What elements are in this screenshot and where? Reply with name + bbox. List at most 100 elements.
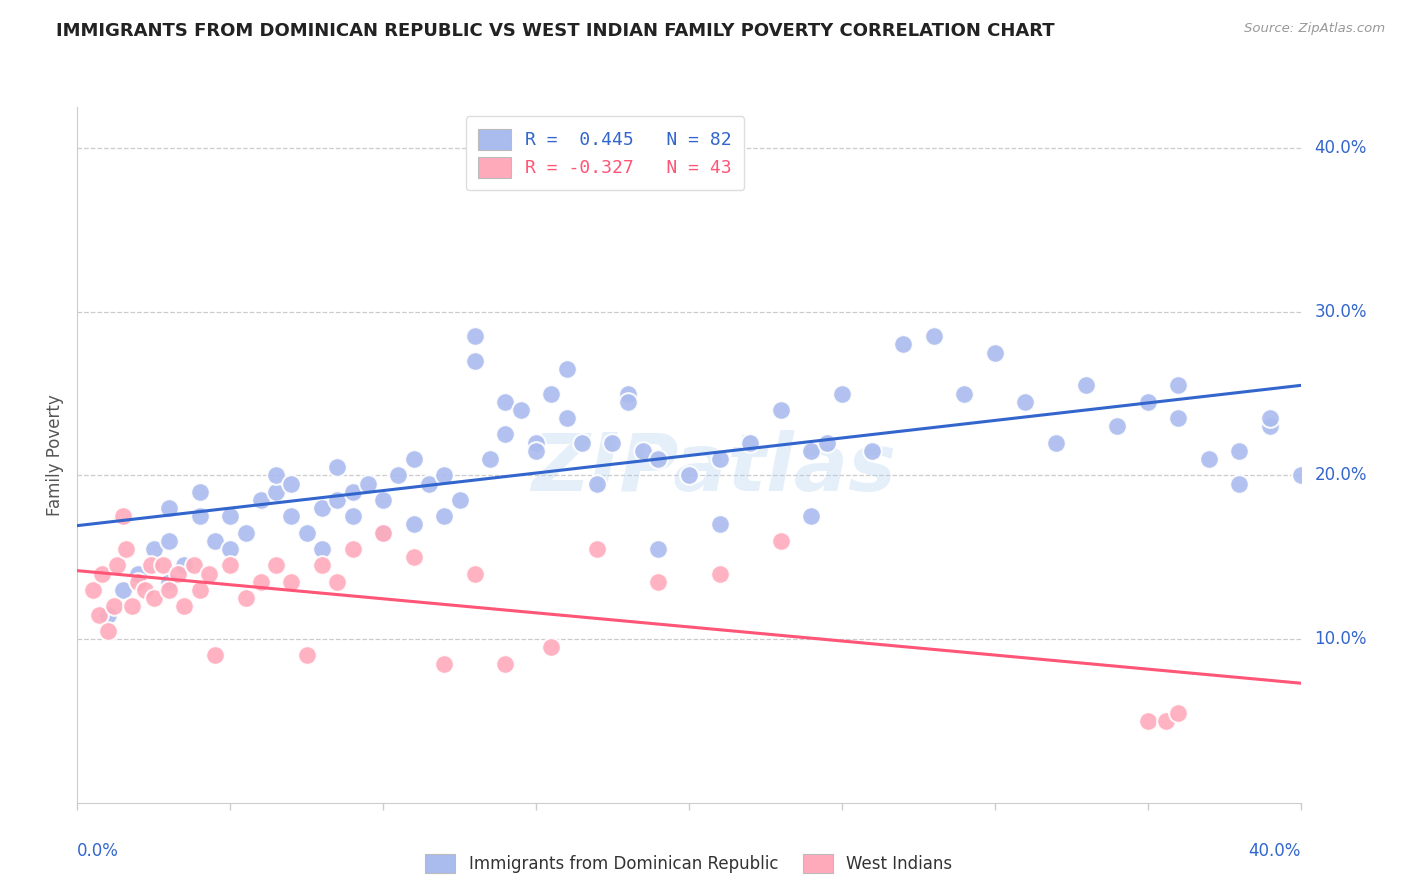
Point — [402, 550, 425, 565]
Point — [311, 558, 333, 573]
Point — [1289, 468, 1312, 483]
Point — [1229, 443, 1251, 458]
Point — [709, 566, 731, 581]
Point — [188, 509, 211, 524]
Point — [571, 435, 593, 450]
Point — [97, 607, 120, 622]
Point — [617, 394, 640, 409]
Legend: Immigrants from Dominican Republic, West Indians: Immigrants from Dominican Republic, West… — [413, 842, 965, 885]
Point — [418, 476, 440, 491]
Point — [631, 443, 654, 458]
Point — [342, 509, 364, 524]
Point — [264, 558, 287, 573]
Point — [1167, 378, 1189, 392]
Text: IMMIGRANTS FROM DOMINICAN REPUBLIC VS WEST INDIAN FAMILY POVERTY CORRELATION CHA: IMMIGRANTS FROM DOMINICAN REPUBLIC VS WE… — [56, 22, 1054, 40]
Point — [167, 566, 190, 581]
Point — [371, 525, 394, 540]
Point — [112, 509, 135, 524]
Point — [800, 509, 823, 524]
Point — [524, 443, 547, 458]
Point — [984, 345, 1007, 359]
Point — [204, 533, 226, 548]
Point — [647, 574, 669, 589]
Point — [173, 599, 195, 614]
Point — [204, 648, 226, 663]
Point — [311, 501, 333, 516]
Point — [1107, 419, 1129, 434]
Point — [509, 403, 531, 417]
Point — [402, 517, 425, 532]
Point — [342, 542, 364, 557]
Y-axis label: Family Poverty: Family Poverty — [46, 394, 65, 516]
Text: 0.0%: 0.0% — [77, 842, 120, 860]
Point — [280, 509, 302, 524]
Point — [464, 566, 486, 581]
Point — [127, 566, 149, 581]
Point — [464, 353, 486, 368]
Point — [402, 452, 425, 467]
Point — [540, 386, 562, 401]
Point — [1136, 714, 1159, 728]
Point — [264, 468, 287, 483]
Point — [157, 501, 180, 516]
Point — [112, 582, 135, 597]
Point — [250, 574, 273, 589]
Point — [342, 484, 364, 499]
Point — [157, 582, 180, 597]
Point — [555, 411, 578, 425]
Point — [1076, 378, 1098, 392]
Point — [311, 542, 333, 557]
Point — [1045, 435, 1067, 450]
Point — [800, 443, 823, 458]
Point — [449, 492, 471, 507]
Point — [815, 435, 838, 450]
Point — [1258, 419, 1281, 434]
Text: Source: ZipAtlas.com: Source: ZipAtlas.com — [1244, 22, 1385, 36]
Point — [617, 386, 640, 401]
Point — [524, 435, 547, 450]
Point — [831, 386, 853, 401]
Text: ZIPatlas: ZIPatlas — [531, 430, 896, 508]
Point — [157, 533, 180, 548]
Point — [235, 525, 257, 540]
Point — [82, 582, 104, 597]
Point — [495, 427, 517, 442]
Point — [495, 394, 517, 409]
Point — [295, 525, 318, 540]
Point — [1229, 476, 1251, 491]
Point — [87, 607, 110, 622]
Point — [103, 599, 125, 614]
Point — [134, 582, 156, 597]
Point — [219, 509, 242, 524]
Point — [709, 452, 731, 467]
Point — [371, 525, 394, 540]
Point — [326, 574, 349, 589]
Point — [387, 468, 409, 483]
Point — [295, 648, 318, 663]
Point — [647, 452, 669, 467]
Point — [152, 558, 174, 573]
Point — [709, 517, 731, 532]
Text: 30.0%: 30.0% — [1315, 302, 1367, 321]
Point — [371, 492, 394, 507]
Text: 10.0%: 10.0% — [1315, 630, 1367, 648]
Point — [357, 476, 380, 491]
Point — [586, 476, 609, 491]
Point — [198, 566, 221, 581]
Point — [1258, 411, 1281, 425]
Text: 40.0%: 40.0% — [1315, 139, 1367, 157]
Point — [1167, 706, 1189, 720]
Point — [740, 435, 762, 450]
Point — [250, 492, 273, 507]
Point — [326, 492, 349, 507]
Point — [188, 484, 211, 499]
Point — [1014, 394, 1036, 409]
Point — [433, 509, 456, 524]
Text: 20.0%: 20.0% — [1315, 467, 1367, 484]
Point — [1136, 394, 1159, 409]
Point — [326, 460, 349, 475]
Point — [142, 591, 165, 606]
Point — [862, 443, 884, 458]
Point — [1198, 452, 1220, 467]
Point — [769, 403, 792, 417]
